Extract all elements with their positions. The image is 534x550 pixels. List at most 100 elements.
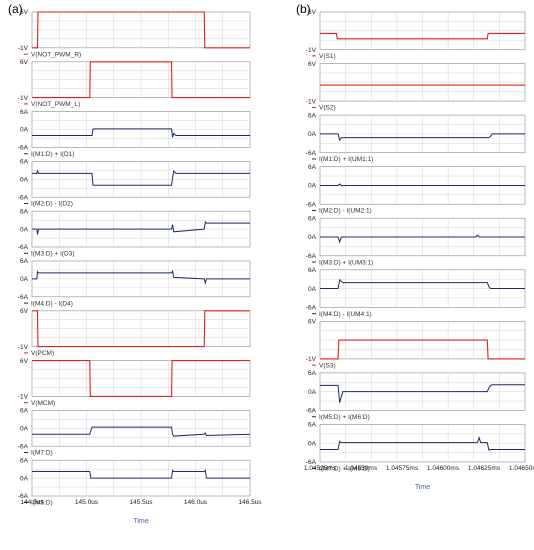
y-tick-label: -6A	[306, 459, 317, 466]
panel-b-label: (b)	[296, 2, 311, 16]
y-tick-label: 6A	[308, 370, 317, 377]
series-line	[32, 11, 250, 49]
series-line	[32, 61, 250, 99]
series-line	[320, 435, 525, 451]
y-tick-label: -6A	[306, 150, 317, 157]
y-tick-label: 6V	[308, 319, 317, 326]
y-tick-label: 6A	[20, 109, 29, 116]
y-tick-label: 6V	[308, 9, 317, 16]
trace-label: I(M3:D) + I(D3)	[31, 251, 75, 258]
y-tick-label: -1V	[306, 47, 317, 54]
series-line	[32, 220, 250, 235]
series-line	[320, 183, 525, 186]
series-line	[32, 469, 250, 479]
subplot-a-7: 6V -1VV(PCM)	[18, 308, 251, 357]
x-tick-label: 1.04575ms	[386, 465, 419, 472]
subplot-b-5: 6A 0A -6AI(M3:D) + I(UM3:1)	[306, 215, 526, 266]
trace-label: V(S2)	[319, 105, 336, 112]
subplot-b-4: 6A 0A -6AI(M2:D) - I(UM2:1)	[306, 164, 526, 215]
trace-label: I(M4:D) - I(UM4:1)	[319, 311, 372, 318]
trace-label: I(M1:D) + I(D1)	[31, 151, 75, 158]
subplot-b-8: 6A 0A -6AI(M5:D) + I(M6:D)	[306, 370, 526, 421]
y-tick-label: -6A	[18, 294, 29, 301]
y-tick-label: 6A	[308, 215, 317, 222]
y-tick-label: 0A	[20, 127, 29, 134]
y-tick-label: 0A	[308, 389, 317, 396]
trace-label: V(S1)	[319, 53, 336, 60]
subplot-b-1: 6V -1VV(S1)	[306, 9, 526, 60]
y-tick-label: -6A	[18, 493, 29, 500]
subplot-a-4: 6A 0A -6AI(M2:D) - I(D2)	[18, 159, 251, 208]
series-line	[320, 384, 525, 403]
trace-label: I(M3:D) + I(UM3:1)	[319, 259, 373, 266]
y-tick-label: 0A	[308, 440, 317, 447]
trace-label: I(M5:D) + I(M6:D)	[319, 414, 370, 421]
series-line	[320, 339, 525, 360]
subplot-a-10: 6A 0A -6AI(M5:D)	[18, 457, 251, 507]
x-axis-title: Time	[415, 484, 430, 491]
subplot-b-3: 6A 0A -6AI(M1:D) + I(UM1:1)	[306, 112, 526, 163]
subplot-a-5: 6A 0A -6AI(M3:D) + I(D3)	[18, 208, 251, 258]
series-line	[32, 426, 251, 437]
subplot-a-6: 6A 0A -6AI(M4:D) - I(D4)	[18, 258, 251, 307]
y-tick-label: -1V	[18, 95, 29, 102]
y-tick-label: 6V	[20, 9, 29, 16]
series-line	[32, 310, 250, 348]
y-tick-label: -6A	[306, 201, 317, 208]
y-tick-label: 6V	[20, 358, 29, 365]
series-line	[32, 128, 250, 138]
x-tick-label: 146.0us	[184, 499, 208, 506]
y-tick-label: 6A	[308, 164, 317, 171]
y-tick-label: 6A	[20, 457, 29, 464]
y-tick-label: 6V	[308, 61, 317, 68]
x-tick-label: 146.5us	[238, 499, 262, 506]
x-tick-label: 145.5us	[129, 499, 153, 506]
y-tick-label: -6A	[306, 408, 317, 415]
y-tick-label: 0A	[20, 475, 29, 482]
subplot-a-2: 6V -1VV(NOT_PWM_L)	[18, 59, 251, 108]
y-tick-label: -6A	[306, 253, 317, 260]
y-tick-label: -1V	[306, 356, 317, 363]
y-tick-label: 0A	[20, 226, 29, 233]
trace-label: V(S3)	[319, 362, 336, 369]
trace-label: I(M5:D)	[31, 500, 53, 507]
subplot-a-8: 6V -1VV(MCM)	[18, 358, 251, 407]
y-tick-label: 0A	[308, 131, 317, 138]
y-tick-label: 0A	[20, 426, 29, 433]
y-tick-label: -1V	[306, 98, 317, 105]
trace-label: V(MCM)	[31, 400, 55, 407]
x-tick-label: 1.04550ms	[345, 465, 378, 472]
y-tick-label: 6A	[308, 422, 317, 429]
y-tick-label: 6V	[20, 59, 29, 66]
x-tick-label: 1.04625ms	[468, 465, 501, 472]
y-tick-label: -1V	[18, 344, 29, 351]
y-tick-label: -6A	[18, 443, 29, 450]
y-tick-label: 0A	[20, 276, 29, 283]
trace-label: V(PCM)	[31, 350, 54, 357]
subplot-b-6: 6A 0A -6AI(M4:D) - I(UM4:1)	[306, 267, 526, 318]
x-tick-label: 1.04650ms	[509, 465, 534, 472]
trace-label: I(M4:D) - I(D4)	[31, 300, 73, 307]
trace-label: I(M7:D) + I(M8:D)	[319, 466, 370, 473]
x-tick-label: 1.04600ms	[427, 465, 460, 472]
series-line	[32, 360, 250, 397]
x-tick-label: 144.5us	[20, 499, 44, 506]
subplot-b-7: 6V -1VV(S3)	[306, 319, 526, 369]
trace-label: I(M2:D) - I(UM2:1)	[319, 208, 372, 215]
series-line	[320, 133, 525, 142]
x-tick-label: 1.04525ms	[304, 465, 337, 472]
trace-label: I(M2:D) - I(D2)	[31, 201, 73, 208]
y-tick-label: 6A	[20, 258, 29, 265]
x-tick-label: 145.0us	[75, 499, 99, 506]
y-tick-label: 0A	[308, 286, 317, 293]
subplot-b-2: 6V -1VV(S2)	[306, 61, 526, 112]
trace-label: I(M7:D)	[31, 450, 53, 457]
chart-panel-a: 6V-1VV(NOT_PWM_R)6V-1VV(NOT_PWM_L)6A0A-6…	[18, 9, 262, 525]
subplot-b-9: 6A 0A -6AI(M7:D) + I(M8:D)	[306, 422, 526, 473]
y-tick-label: 0A	[308, 183, 317, 190]
y-tick-label: -1V	[18, 45, 29, 52]
trace-label: V(NOT_PWM_L)	[31, 101, 80, 108]
series-line	[320, 278, 525, 290]
series-line	[32, 169, 250, 186]
series-line	[320, 32, 525, 40]
